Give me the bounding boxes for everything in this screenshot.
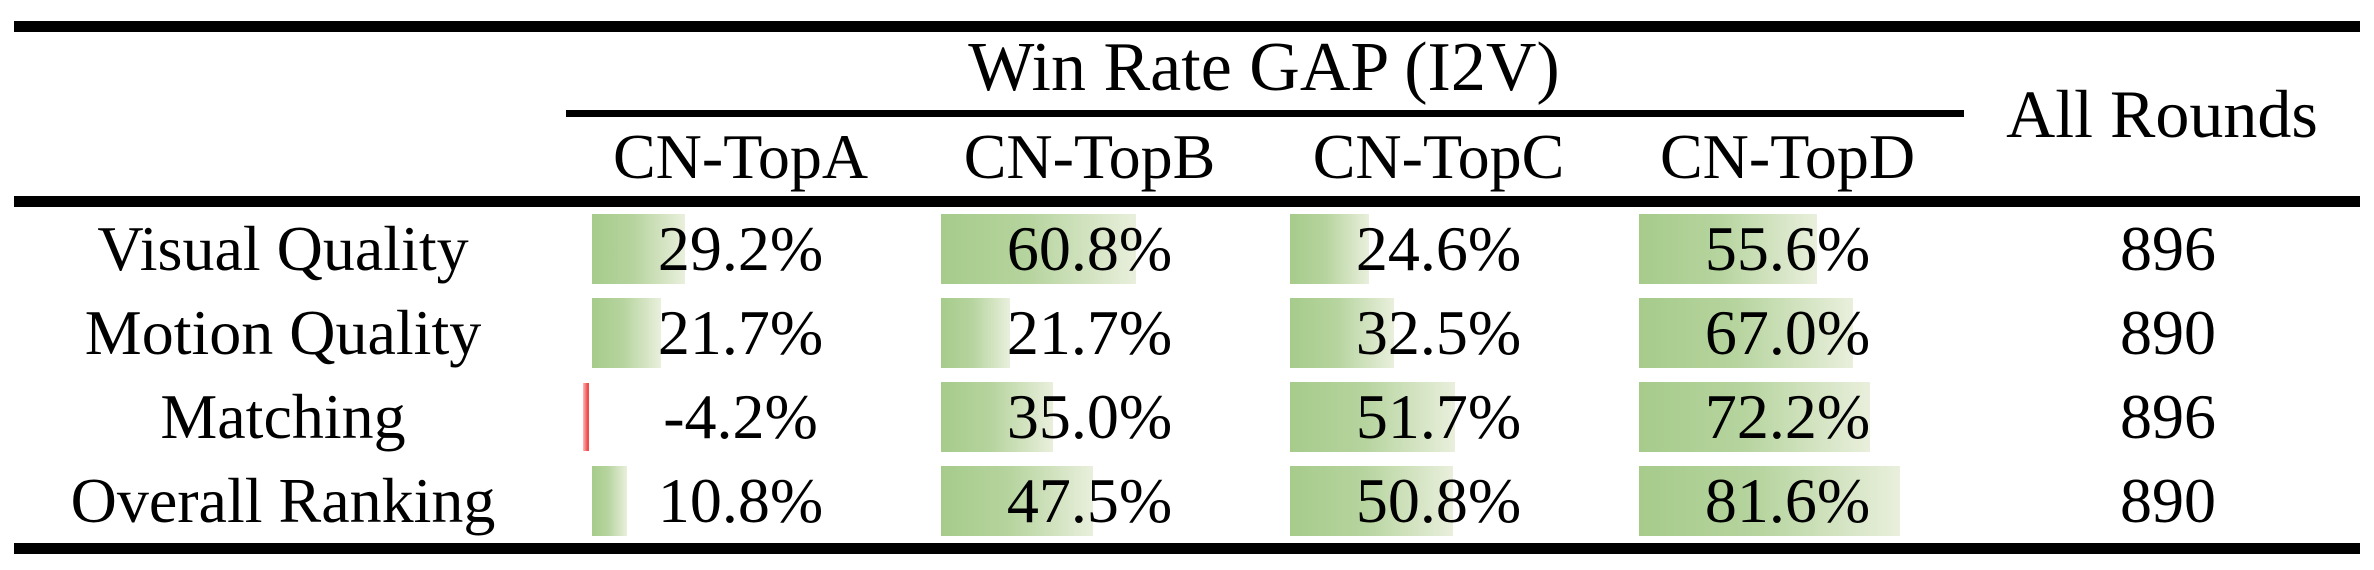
- table-cell: 10.8%: [566, 459, 915, 543]
- win-rate-databar: [1290, 298, 1394, 368]
- table-cell: 32.5%: [1264, 291, 1613, 375]
- col-header-cn-topb: CN-TopB: [963, 120, 1216, 192]
- all-rounds-value: 890: [2120, 297, 2216, 368]
- table-cell: 47.5%: [915, 459, 1264, 543]
- row-label: Visual Quality: [97, 213, 469, 284]
- win-rate-databar: [592, 214, 686, 284]
- win-rate-value: 35.0%: [1006, 381, 1173, 452]
- col-header-cn-topa: CN-TopA: [612, 120, 869, 192]
- table-body: Visual Quality 29.2% 60.8% 24.6% 55.6% 8…: [0, 207, 2374, 543]
- win-rate-databar: [941, 466, 1093, 536]
- col-header-cn-topc: CN-TopC: [1312, 120, 1565, 192]
- table-cell: -4.2%: [566, 375, 915, 459]
- table-cell: 55.6%: [1613, 207, 1962, 291]
- table-cell: 51.7%: [1264, 375, 1613, 459]
- win-rate-value: 10.8%: [657, 465, 824, 536]
- table-cell: 81.6%: [1613, 459, 1962, 543]
- row-label: Overall Ranking: [70, 465, 496, 536]
- all-rounds-value: 890: [2120, 465, 2216, 536]
- win-rate-databar: [941, 382, 1053, 452]
- win-rate-value: 67.0%: [1704, 297, 1871, 368]
- table-cell: 67.0%: [1613, 291, 1962, 375]
- group-header-underline: [566, 110, 1964, 117]
- table-cell: 60.8%: [915, 207, 1264, 291]
- row-label: Matching: [160, 381, 406, 452]
- win-rate-databar: [583, 383, 589, 451]
- table-cell: 21.7%: [566, 291, 915, 375]
- win-rate-databar: [941, 214, 1136, 284]
- table-cell: 50.8%: [1264, 459, 1613, 543]
- win-rate-value: 32.5%: [1355, 297, 1522, 368]
- win-rate-databar: [592, 298, 662, 368]
- win-rate-databar: [1639, 298, 1854, 368]
- win-rate-databar: [1639, 466, 1901, 536]
- group-header-title: Win Rate GAP (I2V): [968, 29, 1560, 106]
- win-rate-value: 47.5%: [1006, 465, 1173, 536]
- win-rate-databar: [1290, 466, 1453, 536]
- win-rate-value: 50.8%: [1355, 465, 1522, 536]
- win-rate-databar: [1639, 382, 1871, 452]
- win-rate-value: 24.6%: [1355, 213, 1522, 284]
- all-rounds-value: 896: [2120, 213, 2216, 284]
- header-body-rule: [14, 196, 2360, 207]
- table-row-visual-quality: Visual Quality 29.2% 60.8% 24.6% 55.6% 8…: [0, 207, 2374, 291]
- column-header-row: CN-TopA CN-TopB CN-TopC CN-TopD: [566, 117, 1962, 196]
- table-cell: 24.6%: [1264, 207, 1613, 291]
- win-rate-databar: [592, 466, 627, 536]
- win-rate-value: 55.6%: [1704, 213, 1871, 284]
- all-rounds-value: 896: [2120, 381, 2216, 452]
- win-rate-databar: [941, 298, 1011, 368]
- win-rate-databar: [1290, 214, 1369, 284]
- col-header-all-rounds: All Rounds: [2006, 75, 2318, 152]
- win-rate-value: 21.7%: [1006, 297, 1173, 368]
- win-rate-value: 81.6%: [1704, 465, 1871, 536]
- win-rate-value: 29.2%: [657, 213, 824, 284]
- top-rule: [14, 21, 2360, 32]
- win-rate-value: 51.7%: [1355, 381, 1522, 452]
- win-rate-value: -4.2%: [663, 381, 818, 452]
- win-rate-value: 60.8%: [1006, 213, 1173, 284]
- win-rate-databar: [1639, 214, 1817, 284]
- table-cell: 21.7%: [915, 291, 1264, 375]
- win-rate-value: 21.7%: [657, 297, 824, 368]
- bottom-rule: [14, 543, 2360, 554]
- table-row-overall-ranking: Overall Ranking 10.8% 47.5% 50.8% 81.6% …: [0, 459, 2374, 543]
- table-cell: 29.2%: [566, 207, 915, 291]
- table-cell: 72.2%: [1613, 375, 1962, 459]
- win-rate-databar: [1290, 382, 1456, 452]
- win-rate-value: 72.2%: [1704, 381, 1871, 452]
- col-header-cn-topd: CN-TopD: [1659, 120, 1916, 192]
- table-cell: 35.0%: [915, 375, 1264, 459]
- row-label: Motion Quality: [84, 297, 482, 368]
- table-row-matching: Matching -4.2% 35.0% 51.7% 72.2% 896: [0, 375, 2374, 459]
- table-row-motion-quality: Motion Quality 21.7% 21.7% 32.5% 67.0% 8…: [0, 291, 2374, 375]
